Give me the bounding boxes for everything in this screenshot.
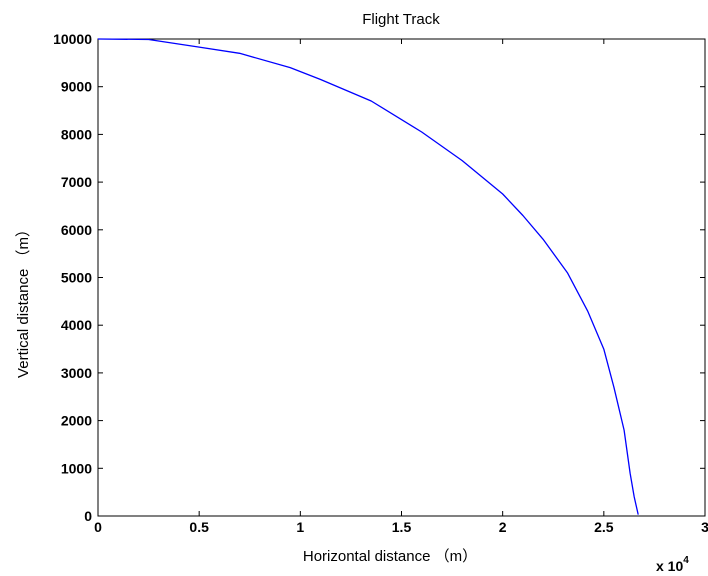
y-axis-label: Vertical distance （m） [15,222,32,378]
x-axis-multiplier-base: x 10 [656,558,683,574]
x-tick-label: 3 [701,519,708,535]
x-axis-label: Horizontal distance （m） [303,548,477,565]
plot-area-frame [97,38,706,517]
x-axis-multiplier-exponent: 4 [683,555,689,566]
y-axis-ticks: 0 1000 2000 3000 4000 5000 6000 7000 8000 9000 100… [53,31,705,524]
x-tick-label: 0.5 [189,519,209,535]
y-tick-label: 3000 [61,365,92,381]
x-tick-label: 1 [296,519,304,535]
y-tick-label: 0 [84,508,92,524]
flight-track-line [97,38,639,515]
y-tick-label: 10000 [53,31,92,47]
y-tick-label: 6000 [61,222,92,238]
x-tick-label: 0 [94,519,102,535]
series-layer [97,38,639,515]
y-tick-label: 8000 [61,126,92,142]
x-tick-label: 2 [499,519,507,535]
y-tick-label: 5000 [61,270,92,286]
axes [97,38,706,517]
y-tick-label: 1000 [61,460,92,476]
x-tick-label: 1.5 [392,519,412,535]
y-tick-label: 4000 [61,317,92,333]
y-tick-label: 7000 [61,174,92,190]
y-tick-label: 2000 [61,413,92,429]
x-axis-multiplier: x 104 [656,555,689,574]
y-tick-label: 9000 [61,79,92,95]
x-axis-ticks: 0 0.5 1 1.5 2 2.5 3 [94,39,708,535]
chart-title: Flight Track [362,11,440,28]
x-tick-label: 2.5 [594,519,614,535]
